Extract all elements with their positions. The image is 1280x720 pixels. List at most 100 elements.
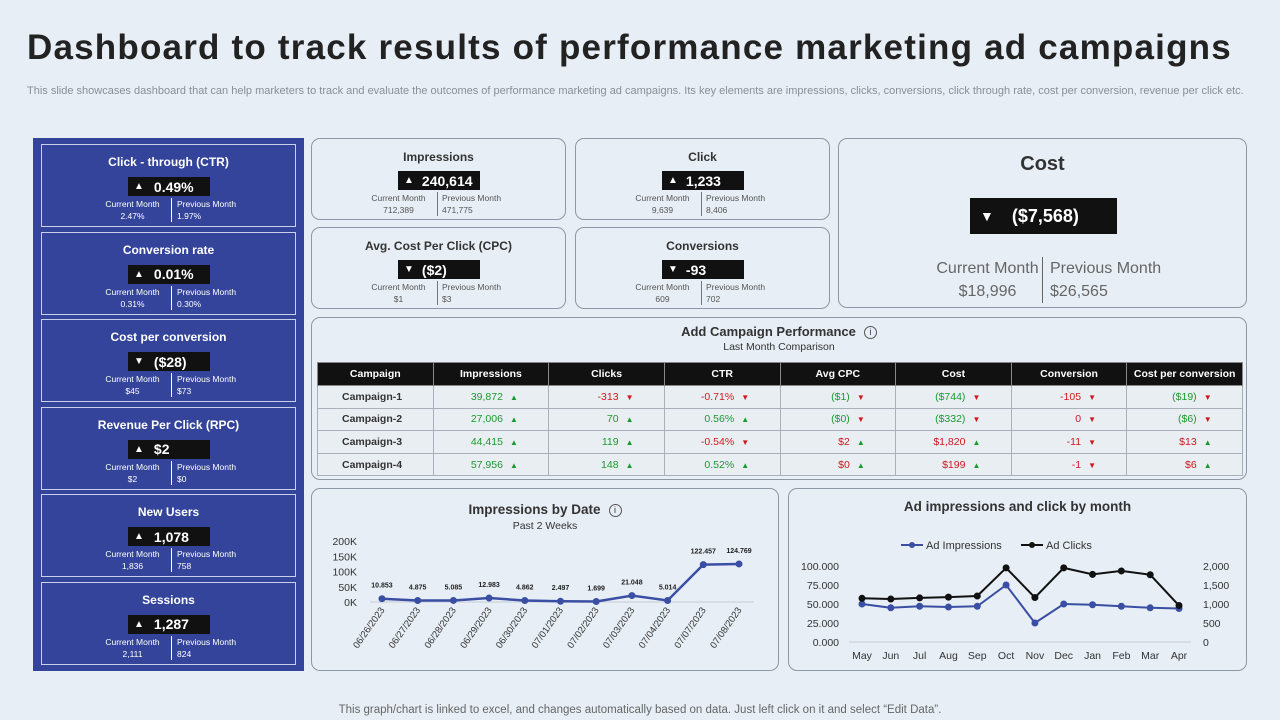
trend-down-icon: ▼ (1088, 437, 1097, 447)
ad-impressions-clicks-panel: Ad impressions and click by month Ad Imp… (788, 488, 1247, 671)
impressions-current: Current Month 712,389 (364, 192, 438, 216)
trend-up-icon: ▲ (856, 460, 865, 470)
table-row: Campaign-4 57,956 ▲ 148 ▲ 0.52% ▲ $0 ▲ $199 ▲ -1 ▼ $6… (317, 452, 1243, 477)
trend-down-icon: ▼ (972, 415, 981, 425)
x-tick-label: Dec (1054, 650, 1073, 662)
impressions-line-chart: 200K 150K 100K 50K 0K 10.853 4.875 5.085 12.983 4… (332, 536, 754, 651)
x-tick-label: Oct (998, 650, 1014, 662)
kpi-value: ($28) (153, 353, 187, 370)
impressions-chart-subtitle: Past 2 Weeks (512, 520, 578, 532)
kpi-value-box: ▲ 1,078 (128, 527, 210, 546)
impressions-card: Impressions ▲ 240,614 Current Month 712,38… (311, 138, 566, 220)
table-row: Campaign-2 27,006 ▲ 70 ▲ 0.56% ▲ ($0) ▼ ($332) ▼ 0 ▼… (317, 407, 1243, 432)
kpi-title: Revenue Per Click (RPC) (97, 417, 240, 432)
table-cell: 27,006 ▲ (432, 407, 550, 432)
impressions-by-date-panel: Impressions by Date i Past 2 Weeks 200K 15… (311, 488, 779, 671)
trend-down-icon: ▼ (741, 437, 750, 447)
kpi-previous: Previous Month 758 (177, 549, 237, 571)
kpi-value: 0.49% (153, 178, 194, 195)
kpi-value: 0.01% (153, 266, 194, 282)
trend-up-icon: ▲ (741, 415, 750, 425)
table-row: Campaign-1 39,872 ▲ -313 ▼ -0.71% ▼ ($1) ▼ ($744)… (317, 385, 1243, 409)
trend-arrow-icon: ▲ (134, 618, 144, 630)
conversions-card: Conversions ▼ -93 Current Month 609 Previo… (575, 227, 830, 309)
y-right-tick-label: 500 (1203, 618, 1221, 630)
table-header[interactable]: Campaign (317, 362, 434, 386)
series-point (1089, 570, 1097, 578)
trend-arrow-icon: ▲ (134, 531, 144, 542)
cost-value: ($7,568) (1011, 205, 1079, 226)
kpi-card: New Users ▲ 1,078 Current Month 1,836 Previou… (41, 494, 296, 577)
table-header[interactable]: Impressions (432, 362, 550, 386)
data-label: 2.497 (552, 585, 570, 592)
click-title: Click (688, 150, 717, 164)
table-header[interactable]: Clicks (548, 362, 665, 386)
trend-up-icon: ▲ (509, 392, 518, 402)
kpi-title: Sessions (142, 592, 195, 607)
x-tick-label: Apr (1171, 650, 1188, 662)
kpi-sidebar: Click - through (CTR) ▲ 0.49% Current Month… (33, 138, 304, 671)
table-cell: 39,872 ▲ (432, 385, 550, 409)
table-cell: 0 ▼ (1010, 407, 1128, 432)
info-icon[interactable]: i (608, 504, 622, 517)
trend-down-icon: ▼ (741, 392, 750, 402)
table-header[interactable]: Cost (895, 362, 1012, 386)
table-cell: $13 ▲ (1126, 430, 1243, 454)
trend-up-icon: ▲ (741, 460, 750, 470)
table-cell: ($1) ▼ (779, 385, 897, 409)
trend-up-icon: ▲ (509, 415, 518, 425)
impressions-value: 240,614 (421, 172, 473, 189)
x-tick-label: Mar (1141, 650, 1160, 662)
campaign-table-title: Add Campaign Performance i (312, 324, 1246, 339)
table-header[interactable]: Avg CPC (779, 362, 897, 386)
series-point (1146, 571, 1154, 579)
cost-previous: Previous Month $26,565 (1050, 260, 1162, 300)
cost-card: Cost ▼ ($7,568) Current Month $18,996 Prev… (838, 138, 1247, 308)
table-cell: -0.54% ▼ (663, 430, 781, 454)
kpi-current: Current Month 1,836 (98, 548, 172, 572)
info-icon[interactable]: i (863, 326, 877, 339)
series-point (944, 593, 952, 601)
campaign-table-subtitle: Last Month Comparison (723, 341, 835, 353)
table-header[interactable]: CTR (663, 362, 781, 386)
legend-marker (909, 542, 915, 548)
table-cell: ($744) ▼ (895, 385, 1012, 409)
y-tick-label: 50K (338, 582, 357, 594)
table-cell: -105 ▼ (1010, 385, 1128, 409)
trend-down-icon: ▼ (856, 392, 865, 402)
trend-down-icon: ▼ (1088, 460, 1097, 470)
x-tick-label: 07/03/2023 (601, 605, 637, 650)
series-point (973, 592, 981, 600)
trend-up-icon: ▲ (972, 460, 981, 470)
kpi-title: New Users (137, 505, 200, 519)
table-header[interactable]: Conversion (1010, 362, 1128, 386)
series-point (1117, 602, 1125, 610)
series-point (916, 594, 924, 602)
kpi-card: Click - through (CTR) ▲ 0.49% Current Month… (41, 144, 296, 227)
y-left-tick-label: 100.000 (801, 561, 839, 573)
table-cell: $1,820 ▲ (895, 430, 1012, 454)
table-cell: -313 ▼ (548, 385, 665, 409)
kpi-title: Conversion rate (122, 242, 215, 257)
legend-entry: Ad Clicks (1046, 540, 1092, 552)
series-line (861, 566, 1180, 607)
impressions-series-line (381, 562, 740, 603)
data-label: 5.014 (659, 584, 677, 591)
y-tick-label: 0K (344, 597, 357, 609)
x-tick-label: 06/29/2023 (458, 605, 494, 650)
cpc-current: Current Month $1 (364, 281, 438, 305)
campaign-name: Campaign-3 (317, 430, 434, 454)
impressions-point (664, 596, 672, 604)
kpi-value-box: ▲ $2 (128, 439, 210, 459)
impressions-point (485, 594, 493, 602)
impressions-point (378, 595, 386, 603)
trend-up-icon: ▲ (625, 437, 634, 447)
table-cell: $2 ▲ (779, 430, 897, 454)
kpi-previous: Previous Month $0 (177, 461, 237, 484)
table-cell: 0.52% ▲ (663, 452, 781, 477)
table-header[interactable]: Cost per conversion (1126, 362, 1243, 386)
series-point (887, 595, 895, 603)
click-current: Current Month 9,639 (628, 192, 702, 216)
data-label: 124.769 (726, 548, 751, 555)
table-cell: -0.71% ▼ (663, 385, 781, 409)
